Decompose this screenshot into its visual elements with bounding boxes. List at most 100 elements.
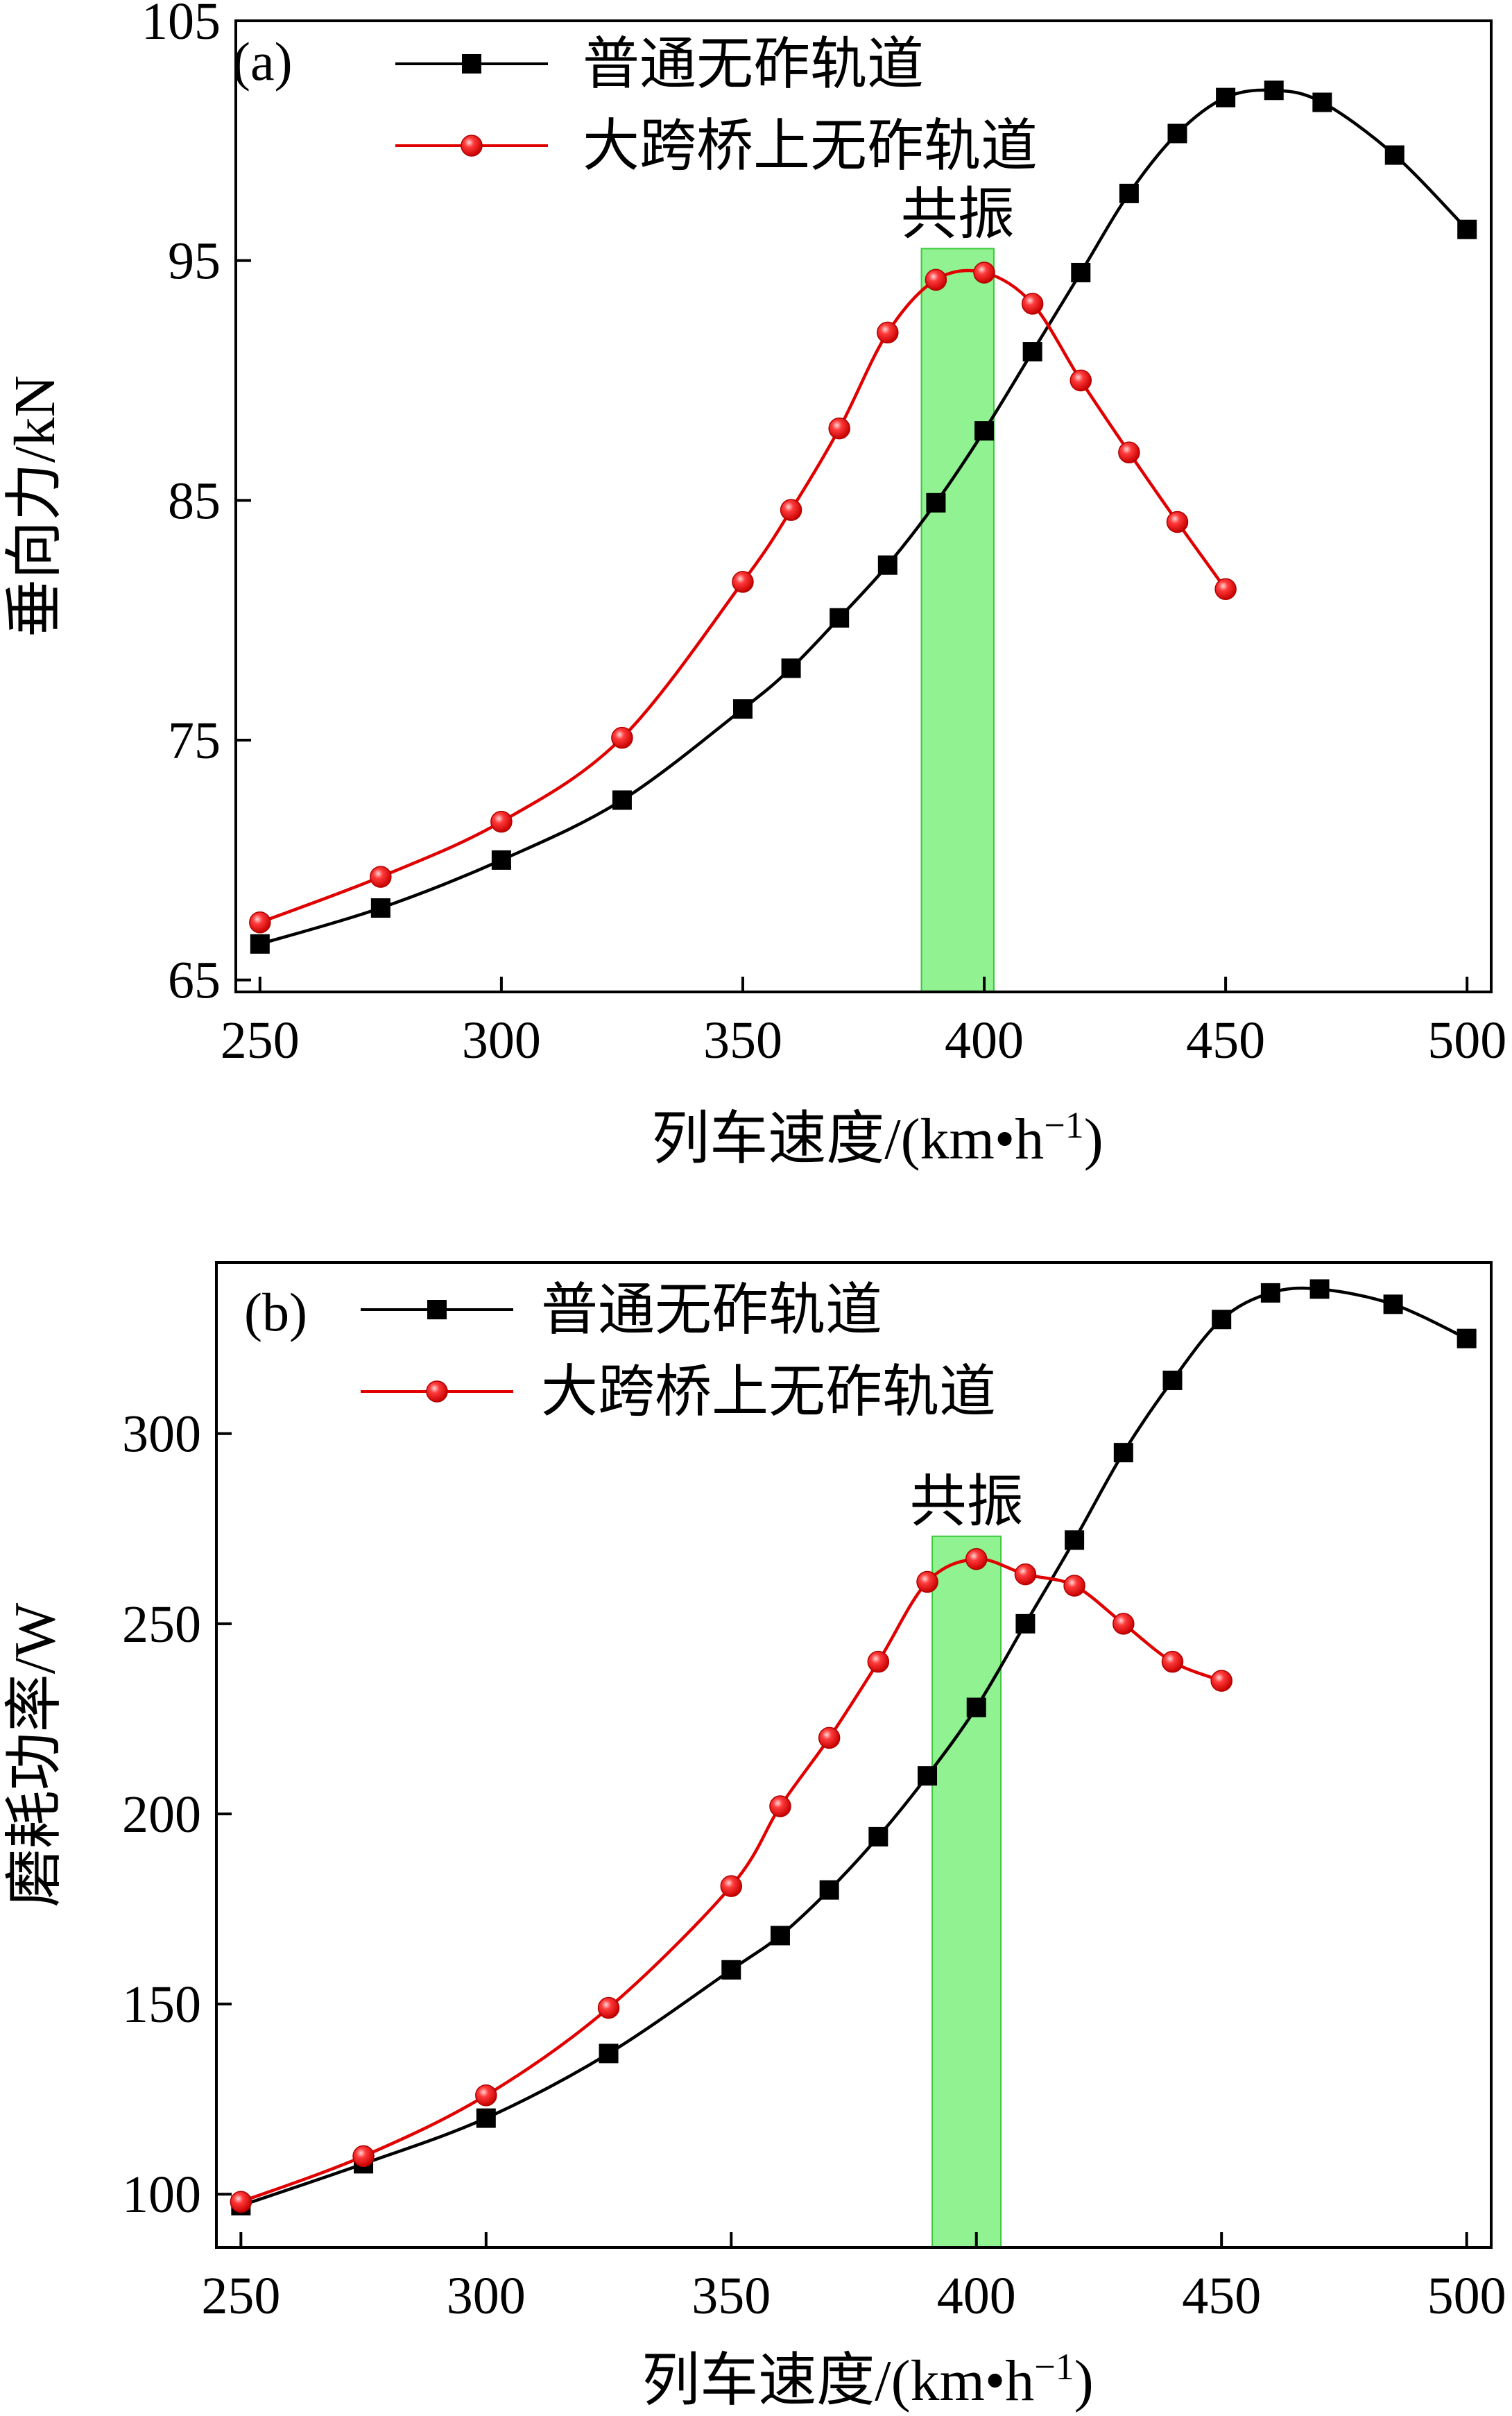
x-axis-label-b: 列车速度/(km•h−1) <box>642 2346 1094 2413</box>
x-tick-label: 350 <box>691 2267 771 2325</box>
data-point <box>868 1826 888 1847</box>
data-point <box>918 1766 938 1786</box>
y-tick-label: 95 <box>168 232 221 291</box>
series-markers-2 <box>249 262 1237 934</box>
x-tick-label: 250 <box>201 2267 280 2325</box>
axis-ticks-a: 250 300 350 400 450 500 65 75 85 95 105 <box>141 0 1506 1070</box>
x-tick-label: 500 <box>1427 2267 1506 2325</box>
data-point <box>1069 369 1092 392</box>
data-point <box>925 268 947 291</box>
data-point <box>769 1795 791 1817</box>
plot-area-b <box>230 1279 1477 2216</box>
data-point <box>597 1996 620 2019</box>
y-axis-label-b: 磨耗功率/W <box>3 1602 67 1907</box>
legend-entry-series-2: 大跨桥上无砟轨道 <box>361 1360 996 1423</box>
data-point <box>490 810 513 833</box>
data-point <box>867 1650 890 1673</box>
legend-marker <box>462 54 481 74</box>
data-point <box>1063 1575 1085 1597</box>
legend-marker <box>427 1300 447 1319</box>
data-point <box>721 1960 741 1980</box>
series-line-1 <box>259 88 1468 946</box>
x-tick-label: 400 <box>937 2267 1016 2325</box>
data-point <box>1167 123 1187 144</box>
data-point <box>352 2145 375 2168</box>
data-point <box>1113 1443 1133 1463</box>
data-point <box>1162 1370 1183 1390</box>
legend-label-series-2: 大跨桥上无砟轨道 <box>583 114 1038 178</box>
data-point <box>1264 80 1284 101</box>
y-tick-label: 100 <box>122 2166 201 2224</box>
data-point <box>1212 1310 1232 1330</box>
data-point <box>249 911 271 934</box>
y-tick-label: 75 <box>168 712 221 770</box>
axis-ticks-b: 250 300 350 400 450 500 100 150 200 250 300 <box>122 1405 1506 2325</box>
x-tick-label: 300 <box>447 2267 526 2325</box>
resonance-label-a: 共振 <box>901 182 1015 246</box>
data-point <box>1021 293 1044 315</box>
data-point <box>1071 262 1091 282</box>
data-point <box>612 790 632 810</box>
legend-label-series-1: 普通无砟轨道 <box>583 33 924 96</box>
data-point <box>781 658 801 678</box>
data-point <box>230 2191 252 2213</box>
legend-a: 普通无砟轨道 大跨桥上无砟轨道 <box>395 33 1038 178</box>
y-tick-label: 105 <box>141 0 221 51</box>
resonance-band-b <box>931 1535 1002 2248</box>
x-tick-label: 500 <box>1427 1011 1506 1070</box>
legend-label-series-1: 普通无砟轨道 <box>541 1278 882 1342</box>
x-tick-label: 250 <box>221 1011 300 1070</box>
series-markers-2 <box>230 1548 1232 2213</box>
y-tick-label: 200 <box>122 1785 201 1844</box>
x-tick-label: 450 <box>1182 2267 1261 2325</box>
x-tick-label: 350 <box>703 1011 782 1070</box>
x-tick-label: 400 <box>945 1011 1024 1070</box>
resonance-band-a <box>920 248 995 993</box>
plot-frame-b <box>215 1261 1493 2249</box>
y-axis-label-a: 垂向力/kN <box>3 375 67 637</box>
panel-a: 250 300 350 400 450 500 65 75 85 95 105 (a) 共振 普通无… <box>3 0 1506 1172</box>
data-point <box>916 1570 938 1593</box>
data-point <box>877 555 897 575</box>
data-point <box>780 499 802 521</box>
data-point <box>1166 511 1189 533</box>
plot-frame-a <box>234 19 1493 993</box>
x-tick-label: 300 <box>462 1011 541 1070</box>
legend-marker <box>426 1380 448 1403</box>
data-point <box>965 1548 988 1570</box>
data-point <box>1118 441 1140 463</box>
resonance-band-rect <box>920 248 995 993</box>
data-point <box>476 2108 496 2128</box>
data-point <box>370 866 392 888</box>
legend-entry-series-1: 普通无砟轨道 <box>361 1278 882 1342</box>
data-point <box>1384 145 1404 165</box>
data-point <box>966 1697 986 1717</box>
panel-label-b: (b) <box>244 1282 307 1342</box>
data-point <box>1065 1530 1085 1550</box>
data-point <box>1260 1283 1280 1303</box>
resonance-label-b: 共振 <box>910 1471 1024 1534</box>
data-point <box>611 726 633 749</box>
data-point <box>732 571 754 593</box>
data-point <box>1216 87 1236 108</box>
data-point <box>1022 342 1042 362</box>
legend-b: 普通无砟轨道 大跨桥上无砟轨道 <box>361 1278 996 1423</box>
data-point <box>1214 578 1237 601</box>
y-tick-label: 85 <box>168 472 221 530</box>
y-tick-label: 250 <box>122 1595 201 1654</box>
y-tick-label: 300 <box>122 1405 201 1464</box>
series-line-2 <box>259 268 1227 924</box>
plot-area-a <box>249 80 1477 954</box>
data-point <box>491 850 511 870</box>
data-point <box>1457 219 1477 239</box>
data-point <box>1112 1613 1135 1635</box>
resonance-band-rect <box>931 1535 1002 2248</box>
data-point <box>770 1926 790 1946</box>
data-point <box>926 492 946 513</box>
data-point <box>1161 1650 1184 1673</box>
data-point <box>828 417 850 440</box>
legend-marker <box>461 135 483 157</box>
data-point <box>250 934 270 954</box>
data-point <box>830 608 850 628</box>
